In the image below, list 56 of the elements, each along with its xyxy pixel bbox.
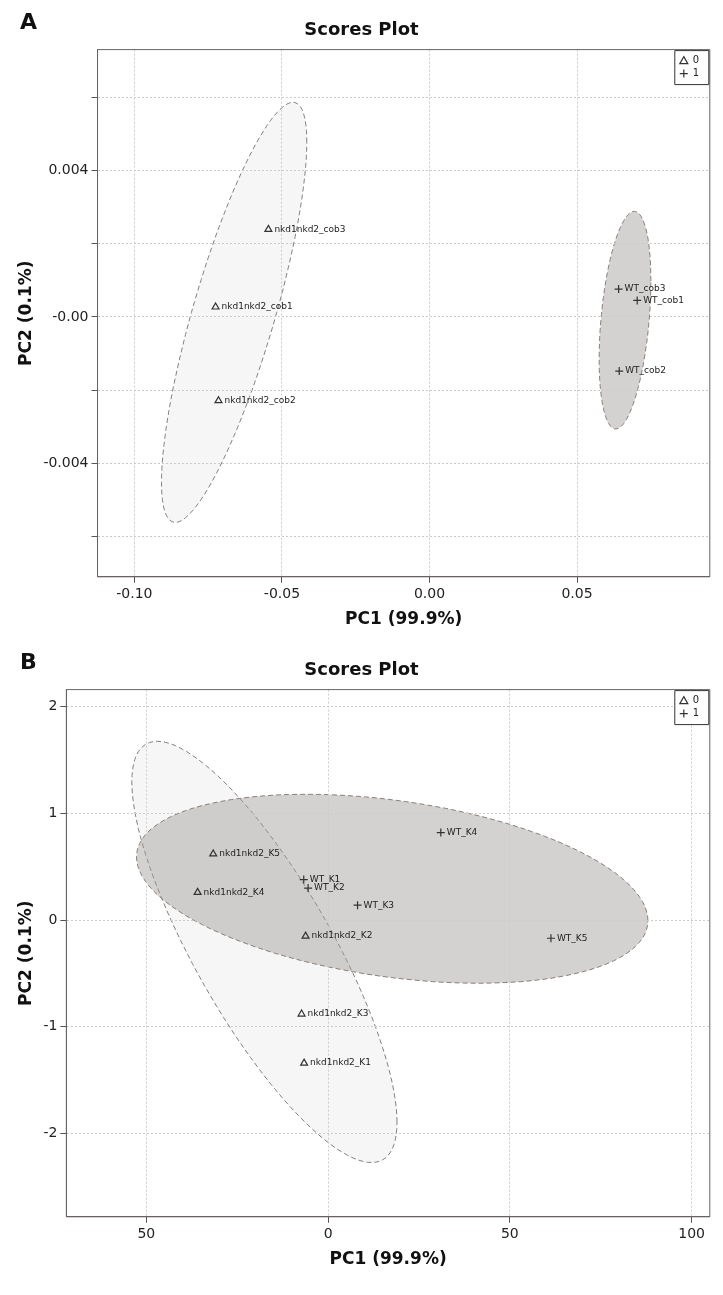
text: B (20, 648, 37, 674)
point (303, 883, 313, 893)
point (614, 366, 624, 376)
x-axis-title: PC1 (99.9%) (329, 1248, 447, 1269)
annotation: WT_K3 (363, 899, 395, 910)
chart-title: Scores Plot (304, 18, 420, 40)
y-tick-label: 0.004 (48, 161, 89, 178)
annotation: nkd1nkd2_K5 (219, 848, 281, 859)
x-axis-title: PC1 (99.9%) (345, 608, 463, 629)
point (546, 933, 556, 943)
y-axis-title: PC2 (0.1%) (14, 900, 35, 1006)
y-tick-label: 1 (48, 804, 58, 821)
x-tick-label: 100 (678, 1224, 705, 1241)
legend-label: 0 (692, 694, 700, 706)
annotation: WT_cob2 (625, 365, 667, 376)
x-tick-label: -0.05 (263, 584, 301, 601)
annotation: nkd1nkd2_K2 (311, 930, 373, 941)
x-tick-label: -0.10 (116, 584, 153, 601)
annotation: WT_cob3 (624, 283, 666, 294)
point (614, 284, 624, 294)
x-tick-label: 50 (137, 1224, 156, 1241)
y-axis-title: PC2 (0.1%) (14, 260, 35, 366)
annotation: WT_K1 (309, 873, 341, 884)
point (214, 396, 223, 404)
y-tick-label: -0.00 (52, 307, 89, 324)
annotation: nkd1nkd2_K3 (307, 1008, 369, 1019)
point (264, 224, 273, 232)
annotation: nkd1nkd2_cob3 (274, 223, 346, 234)
annotation: WT_K5 (556, 932, 588, 943)
y-tick-label: -2 (43, 1124, 58, 1141)
y-tick-label: 2 (48, 697, 58, 714)
point (301, 931, 310, 939)
text: A (20, 8, 38, 34)
point (297, 1009, 306, 1017)
legend-label: 0 (692, 54, 700, 66)
point (209, 849, 218, 857)
y-tick-label: 0 (48, 910, 58, 927)
legend-label: 1 (692, 707, 700, 719)
y-tick-label: -0.004 (43, 453, 89, 470)
point (300, 1058, 309, 1066)
x-tick-label: 0.00 (413, 584, 446, 601)
legend-label: 1 (692, 67, 700, 79)
x-tick-label: 50 (500, 1224, 519, 1241)
x-tick-label: 0 (323, 1224, 333, 1241)
annotation: WT_K4 (446, 826, 478, 837)
annotation: nkd1nkd2_K1 (310, 1057, 371, 1068)
annotation: nkd1nkd2_cob2 (224, 395, 296, 406)
x-tick-label: 0.05 (561, 584, 593, 601)
point (211, 302, 220, 310)
y-tick-label: -1 (43, 1017, 58, 1034)
chart-title: Scores Plot (304, 658, 420, 680)
annotation: WT_K2 (314, 882, 345, 893)
annotation: WT_cob1 (643, 294, 685, 305)
point (193, 887, 202, 895)
annotation: nkd1nkd2_cob1 (221, 301, 293, 312)
annotation: nkd1nkd2_K4 (203, 886, 265, 897)
